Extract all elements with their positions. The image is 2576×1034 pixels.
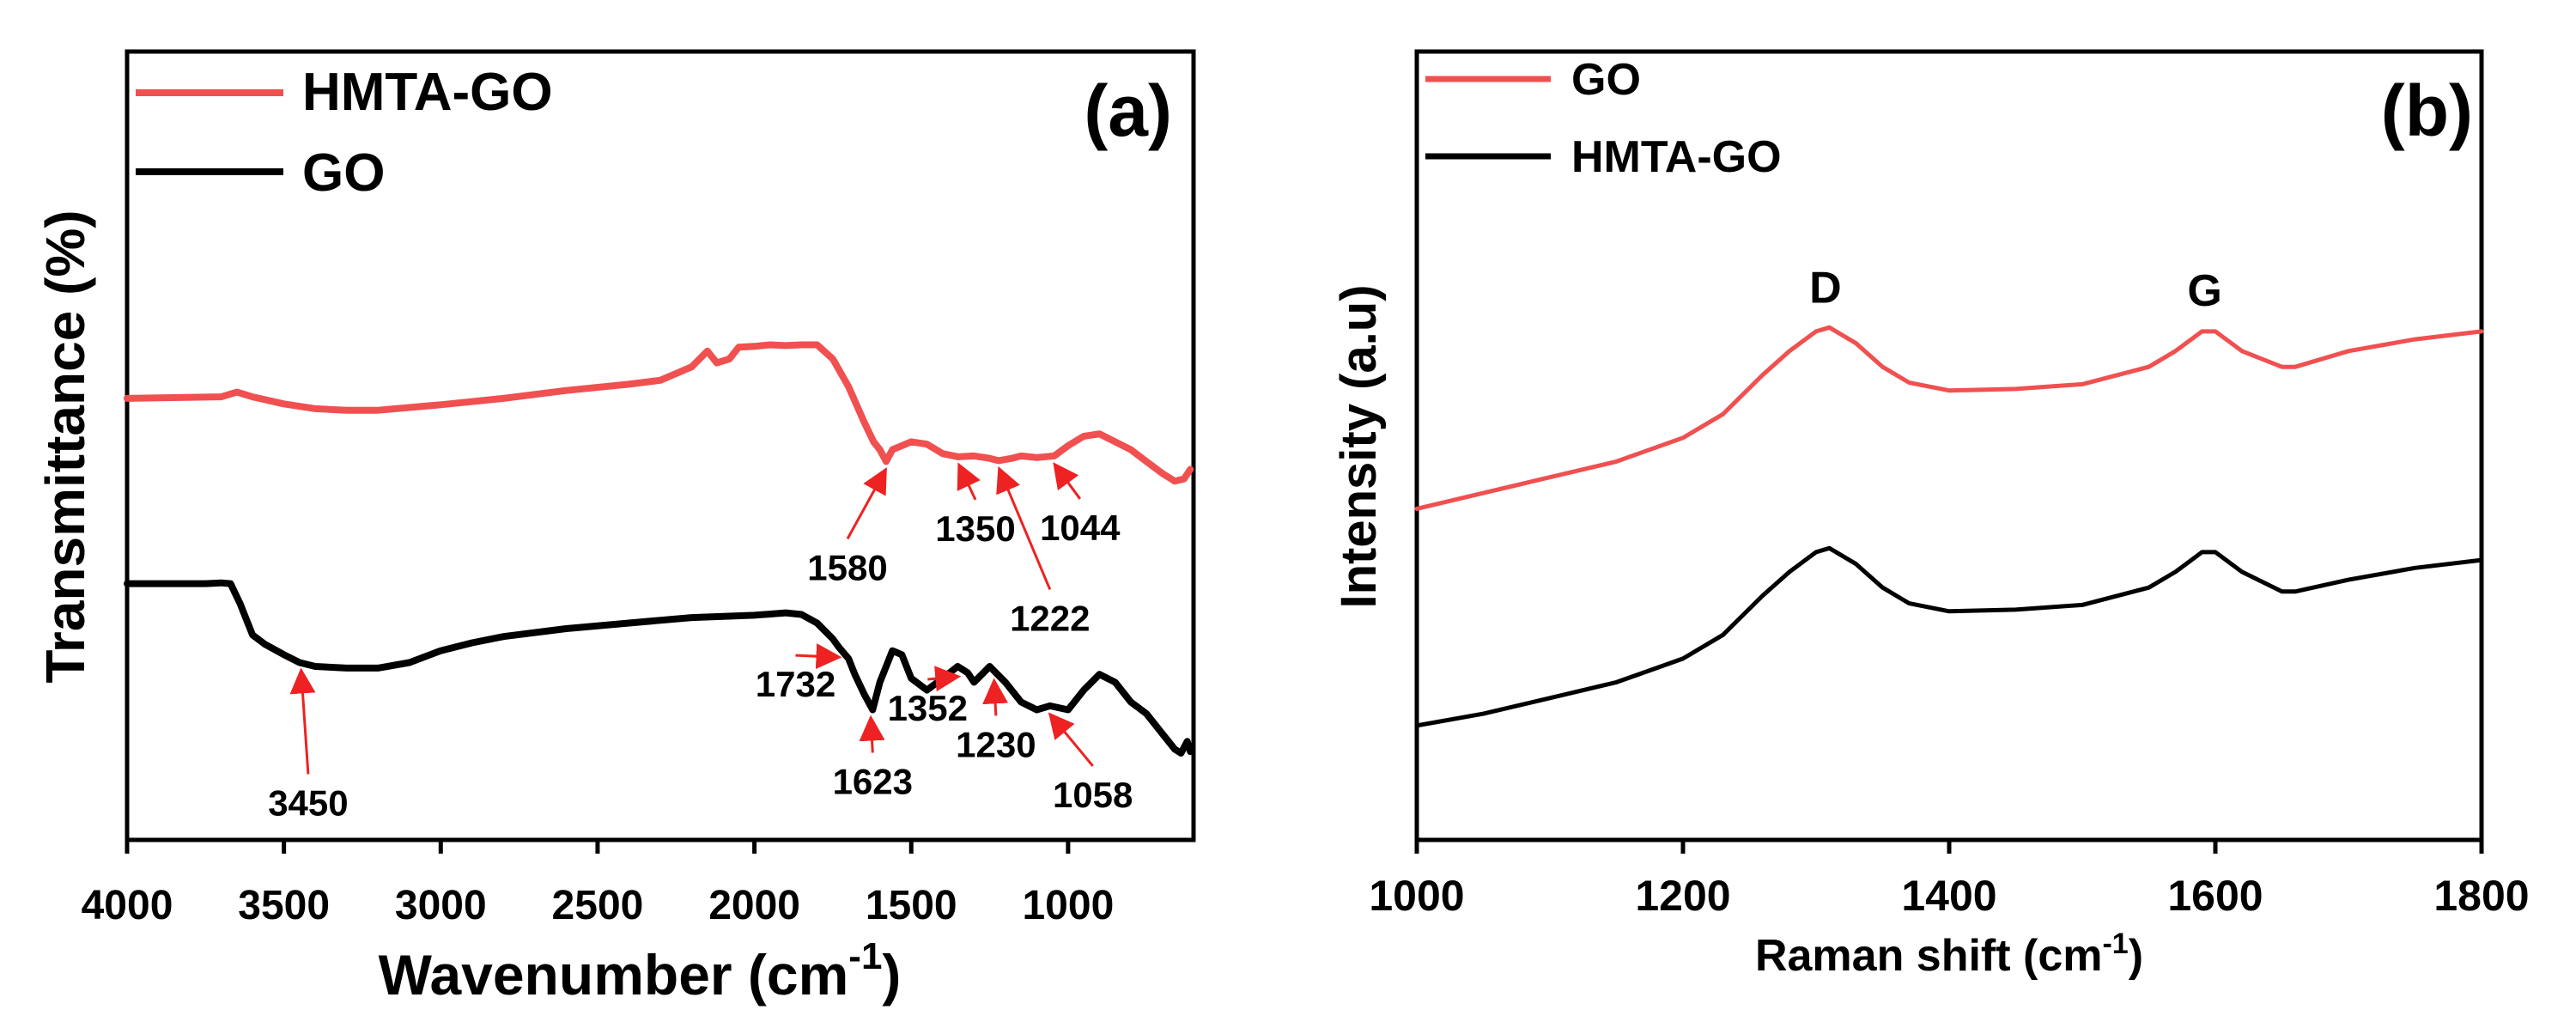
panel-a-series xyxy=(124,341,1194,757)
annotation-arrow-1230 xyxy=(982,678,1009,716)
panel-b-legend: GO HMTA-GO xyxy=(1425,55,1782,182)
legend-label-hmta-go-a: HMTA-GO xyxy=(302,63,553,122)
x-tick-label-1600: 1600 xyxy=(2167,872,2263,920)
x-tick-label-3000: 3000 xyxy=(395,883,487,928)
annotation-arrow-1580 xyxy=(846,467,887,540)
panel-b-series xyxy=(1414,325,2484,728)
peak-label-g: G xyxy=(2187,266,2221,316)
annotation-arrow-1623 xyxy=(859,715,885,753)
legend-label-go-a: GO xyxy=(302,143,385,203)
panel-a-x-axis-label: Wavenumber (cm-1) xyxy=(379,935,902,1007)
panel-a-legend: HMTA-GO GO xyxy=(136,63,553,203)
x-tick-label-2500: 2500 xyxy=(552,883,644,928)
panel-a-ftir: 4000 3500 3000 2500 2000 1500 1000 1580 1350 122… xyxy=(34,49,1196,1007)
annotation-arrow-1352 xyxy=(927,666,962,692)
x-tick-label-1400: 1400 xyxy=(1901,872,1996,920)
panel-b-label: (b) xyxy=(2381,70,2473,151)
x-tick-label-1000: 1000 xyxy=(1369,872,1464,920)
annotation-label-1580: 1580 xyxy=(807,547,887,587)
annotation-label-1732: 1732 xyxy=(756,664,835,704)
annotation-label-1230: 1230 xyxy=(956,724,1036,764)
annotation-arrow-3450 xyxy=(289,667,316,775)
annotation-label-1350: 1350 xyxy=(935,508,1015,549)
series-line-go-ftir xyxy=(124,579,1194,757)
panel-b-x-ticks: 1000 1200 1400 1600 1800 xyxy=(1369,840,2530,920)
x-tick-label-1500: 1500 xyxy=(866,883,957,928)
annotation-arrow-1058 xyxy=(1048,712,1094,767)
legend-label-go-b: GO xyxy=(1571,55,1641,105)
legend-label-hmta-go-b: HMTA-GO xyxy=(1571,132,1782,182)
panel-b-x-axis-label-sup: -1 xyxy=(2102,928,2128,960)
x-tick-label-4000: 4000 xyxy=(82,883,173,928)
panel-a-x-axis-label-close: ) xyxy=(882,943,901,1007)
annotation-label-1044: 1044 xyxy=(1040,508,1121,548)
peak-label-d: D xyxy=(1809,264,1842,313)
panel-a-x-ticks: 4000 3500 3000 2500 2000 1500 1000 xyxy=(82,840,1114,928)
series-line-hmta-go-ftir xyxy=(124,341,1194,485)
annotation-label-1058: 1058 xyxy=(1053,775,1133,815)
x-tick-label-1200: 1200 xyxy=(1635,872,1730,920)
annotation-label-1222: 1222 xyxy=(1010,598,1090,638)
panel-a-label: (a) xyxy=(1084,70,1172,151)
panel-b-x-axis-label: Raman shift (cm-1) xyxy=(1755,928,2143,981)
annotation-arrow-1222 xyxy=(996,465,1052,591)
annotation-arrow-1732 xyxy=(795,643,842,670)
annotation-label-1623: 1623 xyxy=(833,762,913,802)
annotation-label-3450: 3450 xyxy=(268,782,348,823)
panel-b-x-axis-label-close: ) xyxy=(2129,931,2143,981)
annotation-arrow-1350 xyxy=(957,462,981,501)
panel-b-x-axis-label-main: Raman shift (cm xyxy=(1755,931,2103,981)
x-tick-label-3500: 3500 xyxy=(238,883,330,928)
x-tick-label-1800: 1800 xyxy=(2433,872,2529,920)
annotation-arrow-1044 xyxy=(1053,462,1082,500)
panel-a-x-axis-label-sup: -1 xyxy=(848,935,882,977)
panel-a-y-axis-label: Transmittance (%) xyxy=(34,210,96,683)
x-tick-label-2000: 2000 xyxy=(708,883,800,928)
panel-a-frame xyxy=(125,49,1196,842)
series-line-go-raman xyxy=(1414,325,2484,511)
panel-b-y-axis-label: Intensity (a.u) xyxy=(1331,284,1387,608)
x-tick-label-1000: 1000 xyxy=(1022,883,1114,928)
annotation-label-1352: 1352 xyxy=(888,688,968,728)
panel-a-x-axis-label-main: Wavenumber (cm xyxy=(379,943,849,1007)
series-line-hmta-go-raman xyxy=(1414,545,2484,728)
